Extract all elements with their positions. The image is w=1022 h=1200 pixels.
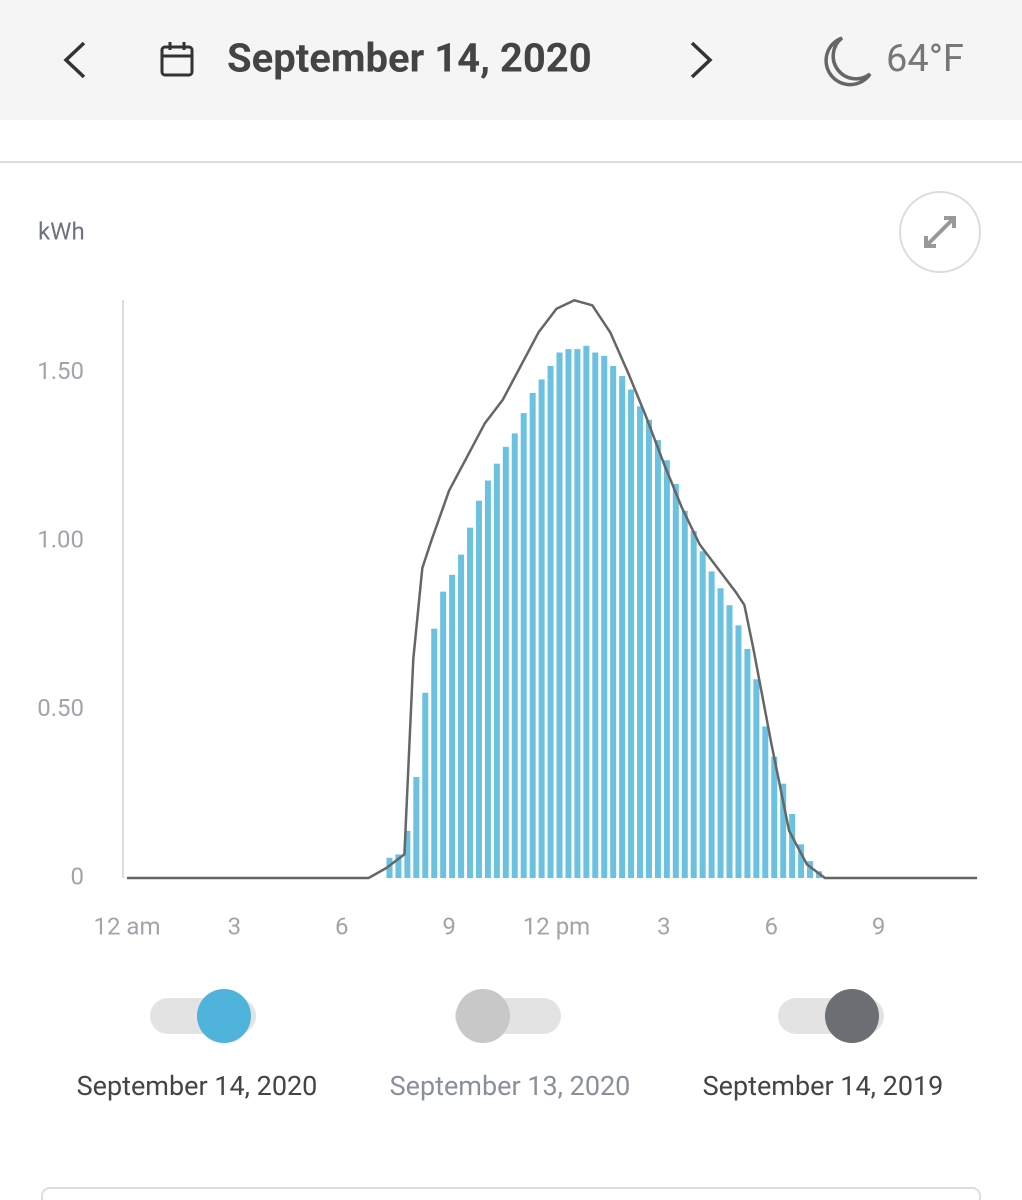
bar [467,527,474,878]
toggle-knob [197,989,251,1043]
bar [565,349,572,879]
x-tick-label: 9 [872,912,886,940]
bar [708,571,715,878]
bar [449,574,456,878]
bar [529,392,536,878]
bar [502,446,509,878]
bar [690,531,697,878]
y-axis-label: kWh [38,217,85,245]
y-tick-label: 0.50 [37,694,84,722]
bar [395,854,402,878]
prev-button[interactable] [63,41,86,79]
bar [771,756,778,878]
bar [404,830,411,878]
moon-icon [824,36,872,87]
bar [654,440,661,878]
bar [717,588,724,878]
x-tick-label: 12 am [93,912,160,940]
bar [672,483,679,878]
bar [619,376,626,878]
x-tick-label: 9 [442,912,456,940]
bar [574,349,581,879]
calendar-icon[interactable] [160,42,194,77]
temperature: 64°F [886,37,964,81]
bar [807,861,814,878]
next-card [41,1187,981,1200]
bar [798,844,805,878]
y-tick-label: 0 [71,862,85,890]
bar [458,554,465,878]
bar [610,365,617,878]
x-tick-label: 6 [335,912,349,940]
x-tick-label: 3 [657,912,671,940]
bar [511,433,518,878]
bar [431,628,438,878]
bar [780,783,787,878]
bar [386,857,393,878]
bar [744,648,751,878]
x-tick-label: 3 [228,912,242,940]
date-title[interactable]: September 14, 2020 [227,35,592,82]
y-tick-label: 1.00 [37,525,84,553]
bar [681,510,688,878]
legend-label: September 14, 2019 [703,1070,944,1102]
bar [699,551,706,878]
bar [520,413,527,878]
bar [493,463,500,878]
bar [726,605,733,878]
bar [538,379,545,878]
y-tick-label: 1.50 [37,357,84,385]
toggle-knob [825,989,879,1043]
legend-toggle[interactable]: September 14, 2020 [77,989,318,1102]
expand-button[interactable] [899,191,981,273]
toggle-knob [456,989,510,1043]
legend-toggle[interactable]: September 13, 2020 [390,989,631,1102]
bar [484,480,491,878]
bar [440,591,447,878]
next-button[interactable] [690,41,713,79]
bar [753,679,760,878]
bar [547,365,554,878]
x-tick-label: 6 [765,912,779,940]
bar [475,500,482,878]
bar [583,345,590,878]
x-tick-label: 12 pm [523,912,590,940]
header-bar [0,0,1022,120]
bar [601,355,608,878]
line [127,299,978,880]
bar [628,389,635,878]
bar [413,776,420,878]
bar [789,813,796,878]
bar [663,460,670,878]
bar [645,419,652,878]
plot: 0 0.50 1.00 1.50 12 am 3 6 9 12 pm 3 6 9 [37,299,978,940]
bar [592,352,599,878]
bar [762,726,769,878]
bar [735,625,742,878]
bar [422,692,429,878]
legend-label: September 14, 2020 [77,1070,318,1102]
bar [556,352,563,878]
bar [637,406,644,878]
legend-label: September 13, 2020 [390,1070,631,1102]
legend-toggle[interactable]: September 14, 2019 [703,989,944,1102]
